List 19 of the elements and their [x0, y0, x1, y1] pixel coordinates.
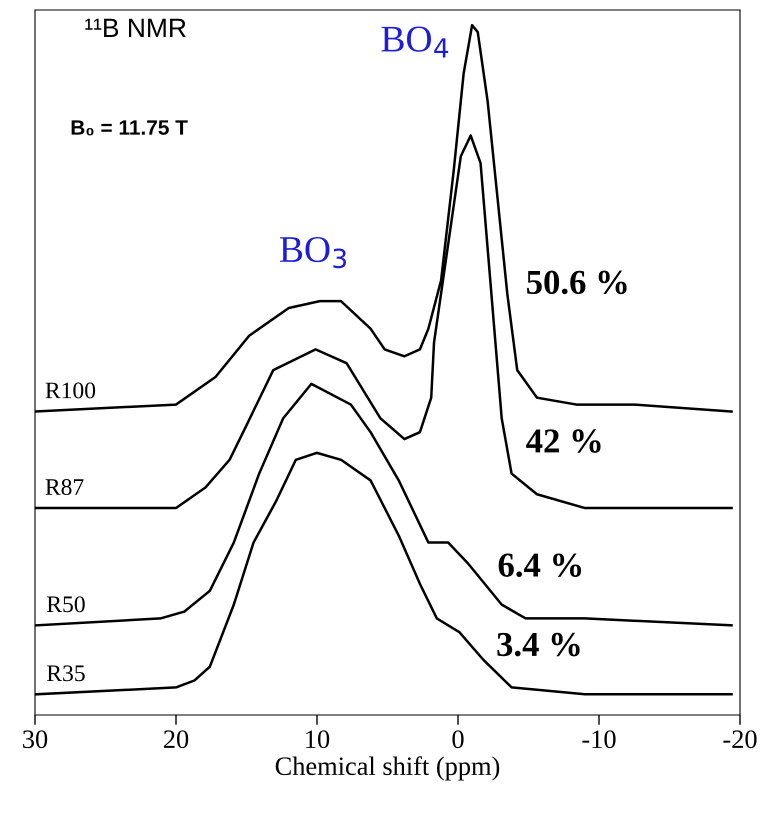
annotation: 3.4 % — [497, 632, 580, 656]
annotation: ¹¹B NMR — [85, 18, 186, 37]
x-tick-label: 20 — [164, 730, 188, 748]
annotation: BO$_{4}$ — [382, 26, 448, 58]
x-tick-label: -10 — [582, 730, 616, 748]
x-tick-label: 10 — [306, 730, 330, 748]
annotation: 6.4 % — [498, 553, 582, 578]
annotation: 42 % — [526, 429, 601, 453]
x-tick-label: -20 — [723, 730, 757, 748]
annotation: 50.6 % — [527, 270, 627, 294]
series-label: R50 — [46, 596, 85, 612]
series-label: R100 — [46, 382, 96, 398]
x-axis-title: Chemical shift (ppm) — [276, 756, 500, 780]
x-tick-label: 0 — [452, 730, 464, 748]
annotation: BO$_{3}$ — [280, 236, 346, 268]
series-label: R35 — [46, 665, 85, 682]
series-label: R87 — [46, 479, 84, 495]
annotation: B₀ = 11.75 T — [72, 120, 188, 136]
x-tick-label: 30 — [23, 730, 48, 748]
